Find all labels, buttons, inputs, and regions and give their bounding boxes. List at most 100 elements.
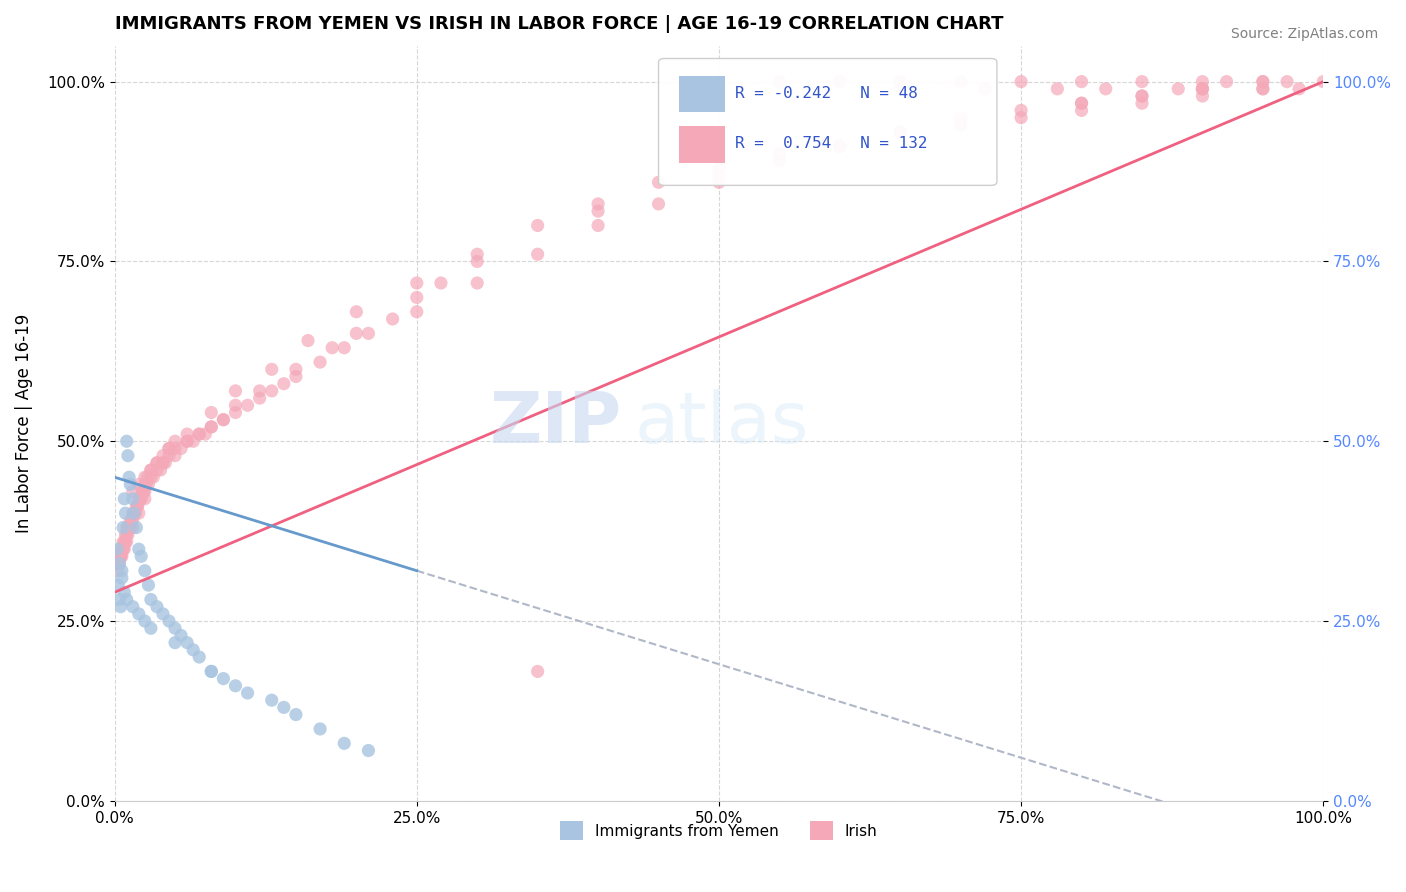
Point	[224, 384, 246, 398]
Point	[129, 491, 152, 506]
Point	[224, 398, 246, 412]
Point	[131, 484, 153, 499]
Point	[1191, 89, 1213, 103]
Y-axis label: In Labor Force | Age 16-19: In Labor Force | Age 16-19	[15, 314, 32, 533]
Point	[357, 743, 380, 757]
Point	[115, 520, 138, 534]
Point	[142, 470, 165, 484]
Point	[949, 118, 972, 132]
Point	[117, 528, 139, 542]
Point	[134, 614, 156, 628]
Point	[114, 528, 136, 542]
Point	[163, 442, 186, 456]
Point	[176, 635, 198, 649]
Point	[110, 549, 132, 564]
Point	[122, 506, 145, 520]
Point	[170, 442, 193, 456]
Point	[129, 491, 152, 506]
Point	[249, 384, 271, 398]
Point	[139, 592, 162, 607]
Point	[112, 535, 135, 549]
Point	[949, 118, 972, 132]
Point	[152, 456, 174, 470]
Point	[828, 139, 851, 153]
Point	[768, 75, 790, 89]
Point	[586, 219, 609, 233]
Point	[224, 679, 246, 693]
Point	[707, 75, 730, 89]
Point	[118, 520, 141, 534]
Point	[120, 513, 142, 527]
Point	[121, 599, 143, 614]
Point	[181, 643, 204, 657]
Point	[1191, 82, 1213, 96]
Point	[135, 477, 157, 491]
Point	[121, 520, 143, 534]
Point	[1312, 75, 1334, 89]
Point	[112, 585, 135, 599]
Point	[110, 549, 132, 564]
Point	[117, 449, 139, 463]
Text: Source: ZipAtlas.com: Source: ZipAtlas.com	[1230, 27, 1378, 41]
Point	[121, 513, 143, 527]
Point	[125, 520, 148, 534]
Point	[111, 549, 134, 564]
Point	[889, 82, 911, 96]
Point	[124, 506, 146, 520]
Point	[236, 398, 259, 412]
Point	[131, 484, 153, 499]
Point	[139, 463, 162, 477]
Point	[139, 470, 162, 484]
Point	[146, 456, 169, 470]
Point	[111, 564, 134, 578]
Point	[127, 499, 149, 513]
Point	[526, 665, 548, 679]
Point	[139, 463, 162, 477]
Text: R =  0.754   N = 132: R = 0.754 N = 132	[735, 136, 927, 152]
Point	[157, 442, 180, 456]
Point	[1070, 96, 1092, 111]
Point	[152, 607, 174, 621]
Point	[110, 599, 132, 614]
Point	[163, 449, 186, 463]
Point	[297, 334, 319, 348]
Point	[157, 614, 180, 628]
Point	[212, 412, 235, 426]
Point	[115, 528, 138, 542]
Point	[949, 75, 972, 89]
Point	[114, 535, 136, 549]
Point	[1130, 89, 1153, 103]
Point	[768, 153, 790, 168]
Point	[1275, 75, 1298, 89]
Point	[122, 506, 145, 520]
Point	[1288, 82, 1310, 96]
Point	[139, 621, 162, 635]
Point	[1251, 75, 1274, 89]
Point	[526, 247, 548, 261]
Point	[1094, 82, 1116, 96]
Point	[176, 434, 198, 449]
Point	[284, 362, 307, 376]
Point	[125, 499, 148, 513]
Point	[188, 427, 211, 442]
Point	[121, 506, 143, 520]
Point	[117, 520, 139, 534]
Point	[111, 571, 134, 585]
Point	[138, 477, 160, 491]
Point	[105, 542, 128, 557]
Point	[465, 247, 488, 261]
Point	[405, 290, 427, 304]
FancyBboxPatch shape	[658, 59, 997, 186]
Point	[828, 139, 851, 153]
Point	[128, 542, 150, 557]
Point	[108, 557, 131, 571]
Point	[114, 506, 136, 520]
Point	[1130, 96, 1153, 111]
Point	[333, 736, 356, 750]
Point	[157, 449, 180, 463]
Point	[405, 276, 427, 290]
Point	[163, 635, 186, 649]
Point	[1010, 103, 1032, 118]
Point	[1251, 82, 1274, 96]
Point	[889, 125, 911, 139]
